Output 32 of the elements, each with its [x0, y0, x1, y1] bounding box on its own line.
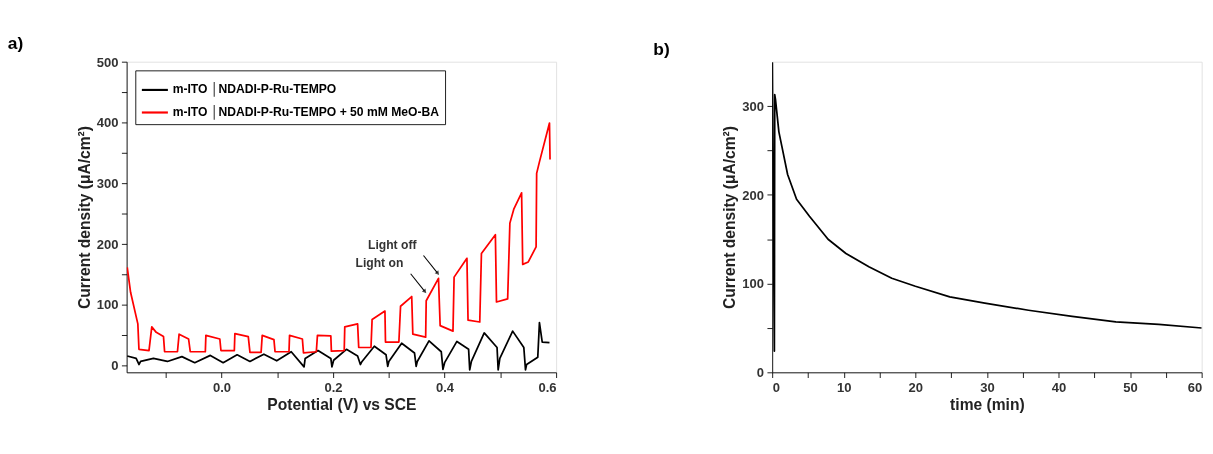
x-tick-label: 0.2 — [324, 379, 343, 395]
legend-label: m-ITO │NDADI-P-Ru-TEMPO — [172, 81, 337, 98]
y-tick-label: 300 — [96, 175, 119, 191]
x-tick-label: 0 — [772, 379, 780, 395]
y-axis-title: Current density (μA/cm²) — [721, 125, 739, 309]
y-tick-label: 300 — [742, 98, 764, 114]
x-tick-label: 0.0 — [212, 379, 231, 395]
chart-title: b) — [653, 38, 670, 59]
chart-title: a) — [7, 32, 24, 53]
x-tick-label: 50 — [1123, 379, 1138, 395]
y-tick-label: 400 — [96, 115, 119, 131]
legend-label: m-ITO │NDADI-P-Ru-TEMPO + 50 mM MeO-BA — [172, 103, 440, 120]
x-tick-label: 20 — [908, 379, 924, 395]
x-axis-title: Potential (V) vs SCE — [267, 396, 417, 414]
y-tick-label: 100 — [96, 297, 119, 313]
y-tick-label: 0 — [756, 365, 764, 381]
y-tick-label: 500 — [96, 54, 119, 70]
y-tick-label: 100 — [742, 276, 764, 292]
y-tick-label: 200 — [96, 236, 119, 252]
annotation: Light off — [368, 237, 418, 252]
line-series — [126, 122, 551, 354]
x-tick-label: 0.6 — [538, 379, 557, 395]
y-tick-label: 0 — [111, 357, 119, 373]
x-tick-label: 30 — [980, 379, 995, 395]
x-tick-label: 0.4 — [436, 379, 455, 395]
y-tick-label: 200 — [742, 187, 764, 203]
x-tick-label: 40 — [1051, 379, 1067, 395]
annotation: Light on — [355, 255, 404, 270]
x-axis-title: time (min) — [950, 396, 1025, 414]
y-axis-title: Current density (μA/cm²) — [75, 125, 93, 309]
x-tick-label: 10 — [837, 379, 852, 395]
x-tick-label: 60 — [1187, 379, 1203, 395]
